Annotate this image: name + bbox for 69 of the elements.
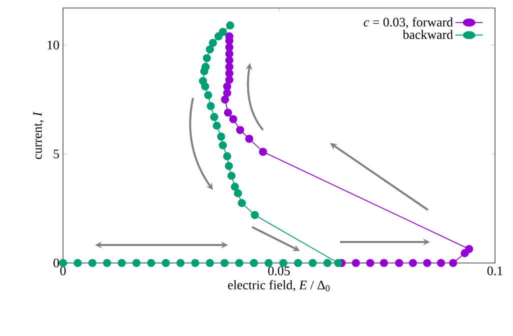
point: [308, 258, 317, 268]
point: [449, 258, 458, 268]
point: [465, 245, 474, 254]
point: [200, 67, 208, 76]
y-tick-label: 5: [54, 150, 59, 158]
point: [208, 38, 217, 47]
point: [118, 258, 126, 268]
point: [191, 258, 200, 268]
point: [245, 134, 254, 143]
point: [132, 258, 140, 268]
point: [223, 88, 232, 98]
point: [214, 32, 223, 40]
point: [238, 199, 246, 208]
point: [264, 258, 273, 268]
point: [206, 102, 215, 110]
point: [352, 258, 360, 268]
point: [224, 162, 233, 170]
x-axis-title: electric field, E / Δ$_{0}$: [228, 280, 330, 292]
point: [217, 132, 226, 141]
point: [250, 258, 258, 268]
point: [212, 122, 221, 130]
point: [395, 258, 404, 268]
y-axis-title: current, I: [33, 112, 44, 159]
point: [224, 108, 232, 117]
y-tick-label: 10: [48, 40, 59, 50]
point: [223, 152, 232, 160]
point: [225, 62, 234, 71]
point: [204, 91, 212, 100]
point: [202, 54, 211, 62]
legend-label: backward: [402, 30, 453, 39]
point: [408, 258, 417, 268]
point: [334, 258, 342, 268]
point: [88, 258, 96, 268]
point: [230, 182, 239, 191]
point: [223, 82, 232, 91]
point: [229, 115, 238, 124]
point: [258, 148, 268, 156]
point: [226, 21, 234, 30]
point: [250, 211, 259, 220]
point: [201, 82, 210, 91]
point: [162, 258, 170, 268]
point: [147, 258, 156, 268]
point: [225, 43, 234, 52]
point: [294, 258, 302, 268]
point: [176, 258, 185, 268]
x-tick-label: 0.1: [487, 266, 502, 276]
legend-label: c = 0.03, forward: [364, 17, 453, 28]
point: [220, 95, 230, 104]
y-tick-label: 0: [54, 258, 59, 268]
point: [225, 56, 234, 64]
point: [235, 258, 244, 268]
point: [103, 258, 112, 268]
point: [380, 258, 388, 268]
point: [436, 258, 446, 268]
x-tick-label: 0: [60, 266, 66, 276]
point: [323, 258, 332, 268]
point: [366, 258, 374, 268]
point: [227, 172, 236, 180]
point: [236, 126, 244, 134]
point: [206, 45, 214, 54]
point: [220, 258, 229, 268]
point: [74, 258, 82, 268]
point: [423, 258, 432, 268]
point: [206, 258, 214, 268]
point: [225, 50, 234, 58]
point: [234, 189, 242, 198]
x-tick-label: 0.05: [268, 266, 290, 276]
point: [218, 141, 227, 150]
point: [210, 112, 218, 122]
